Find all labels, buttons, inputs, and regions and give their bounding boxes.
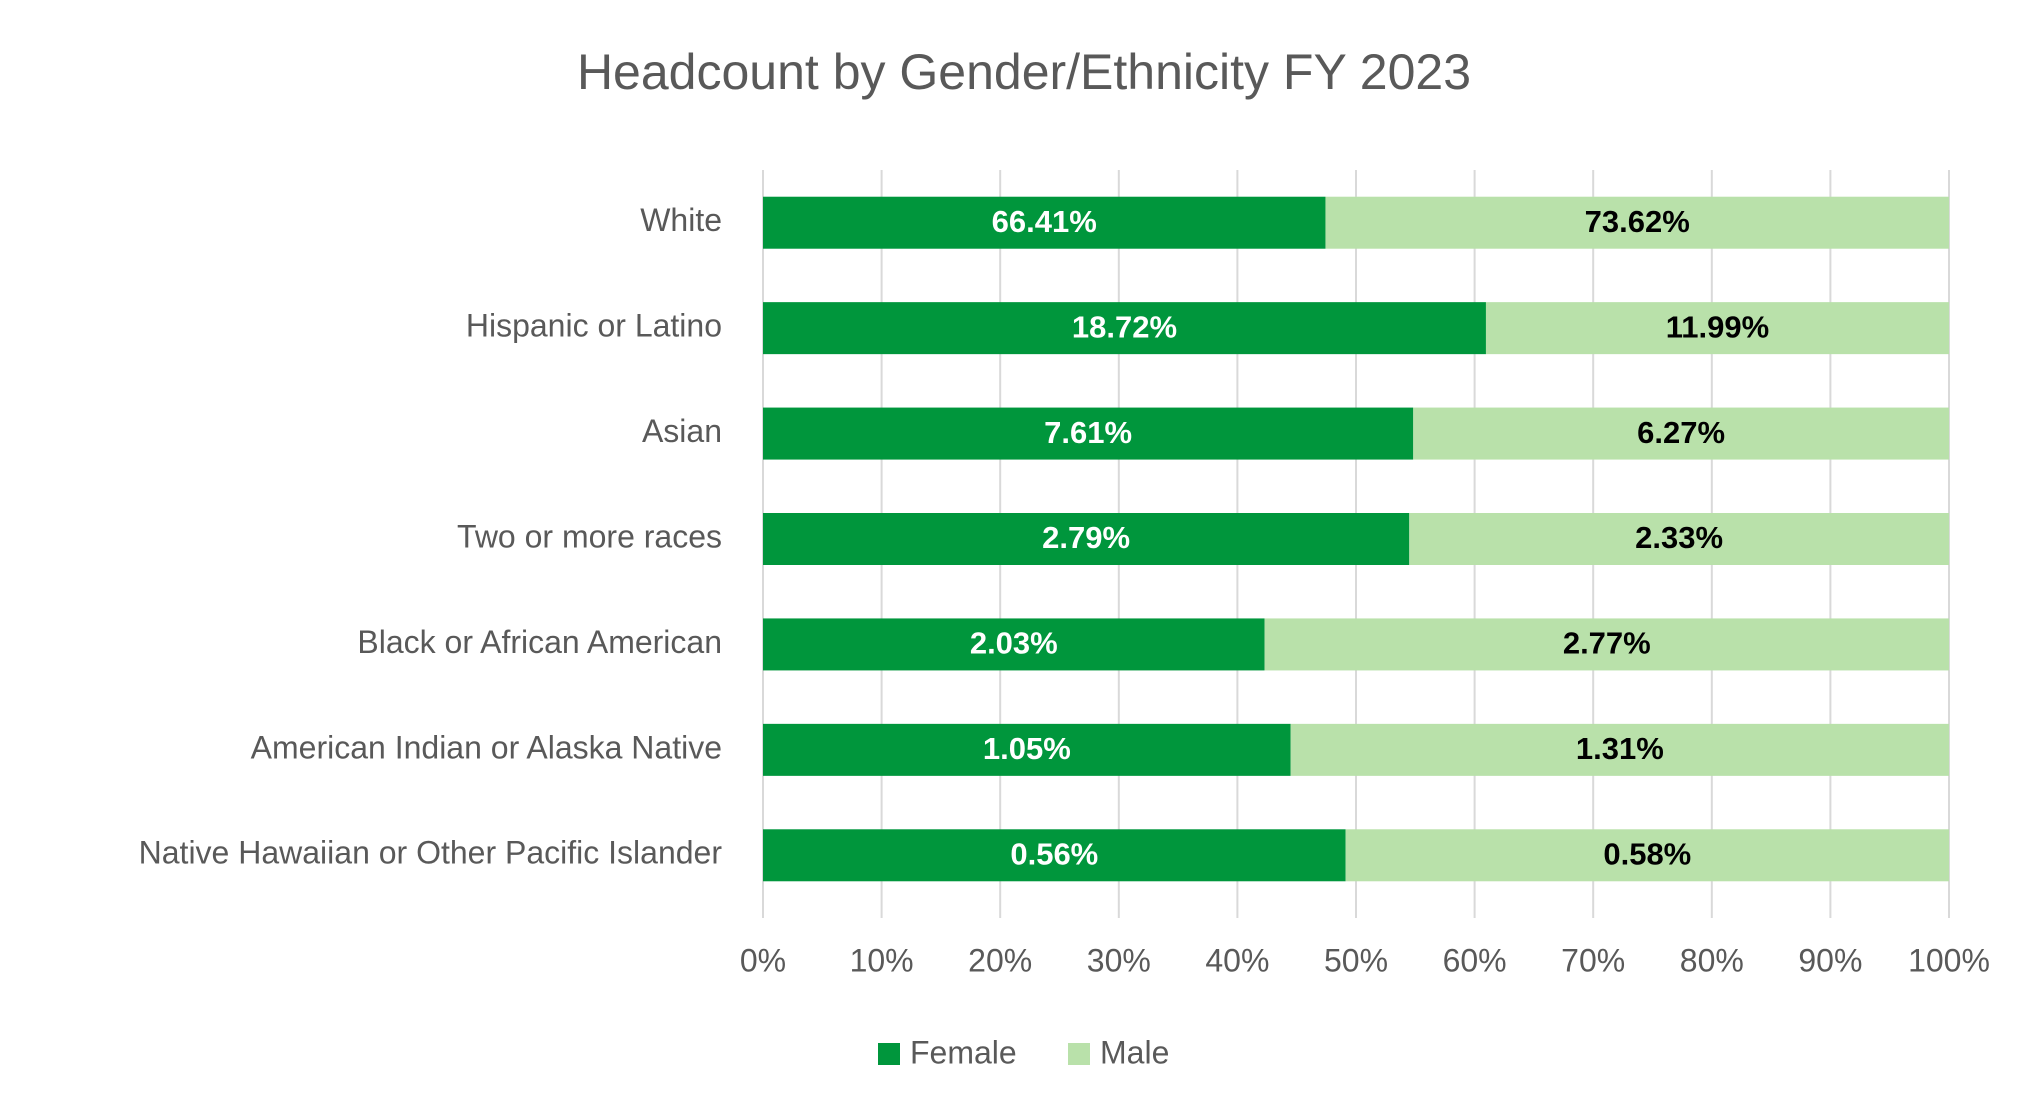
bar-segment xyxy=(1290,723,1949,776)
bar-segment xyxy=(763,302,1486,355)
bar-segment xyxy=(763,407,1414,460)
data-label: 7.61% xyxy=(1044,415,1132,450)
y-tick-label: Hispanic or Latino xyxy=(466,308,722,344)
x-tick-label: 20% xyxy=(968,942,1032,978)
data-label: 6.27% xyxy=(1637,415,1725,450)
x-tick-label: 40% xyxy=(1205,942,1269,978)
x-tick-label: 50% xyxy=(1324,942,1388,978)
data-label: 1.31% xyxy=(1576,731,1664,766)
data-label: 1.05% xyxy=(983,731,1071,766)
x-tick-label: 10% xyxy=(850,942,914,978)
bar-segment xyxy=(763,618,1265,671)
legend-label: Female xyxy=(910,1034,1017,1070)
data-label: 18.72% xyxy=(1072,309,1177,344)
bar-segment xyxy=(1345,829,1949,882)
legend-swatch xyxy=(1068,1043,1090,1065)
legend-label: Male xyxy=(1100,1034,1169,1070)
bar-segment xyxy=(763,196,1326,249)
x-tick-label: 90% xyxy=(1798,942,1862,978)
data-label: 2.77% xyxy=(1563,626,1651,661)
bar-segment xyxy=(1264,618,1949,671)
data-label: 0.56% xyxy=(1010,836,1098,871)
bar-segment xyxy=(1485,302,1949,355)
y-tick-label: Two or more races xyxy=(457,518,722,554)
bar-segment xyxy=(763,723,1291,776)
legend-swatch xyxy=(878,1043,900,1065)
x-tick-label: 30% xyxy=(1087,942,1151,978)
y-tick-label: Asian xyxy=(642,413,722,449)
data-label: 2.33% xyxy=(1635,520,1723,555)
data-label: 2.03% xyxy=(970,626,1058,661)
y-tick-label: Native Hawaiian or Other Pacific Islande… xyxy=(139,835,723,871)
data-label: 73.62% xyxy=(1585,204,1690,239)
data-label: 11.99% xyxy=(1666,309,1769,344)
x-tick-label: 80% xyxy=(1680,942,1744,978)
data-label: 0.58% xyxy=(1603,836,1691,871)
bar-segment xyxy=(763,829,1346,882)
x-tick-label: 100% xyxy=(1908,942,1990,978)
y-tick-label: Black or African American xyxy=(357,624,722,660)
bar-segment xyxy=(1409,513,1949,565)
data-label: 2.79% xyxy=(1042,520,1130,555)
bar-segment xyxy=(763,513,1410,565)
y-tick-label: American Indian or Alaska Native xyxy=(251,729,722,765)
data-label: 66.41% xyxy=(992,204,1097,239)
x-tick-label: 60% xyxy=(1443,942,1507,978)
chart-title: Headcount by Gender/Ethnicity FY 2023 xyxy=(577,44,1471,100)
x-tick-label: 0% xyxy=(740,942,786,978)
bar-segment xyxy=(1325,196,1949,249)
bar-segment xyxy=(1413,407,1949,460)
y-tick-label: White xyxy=(640,202,722,238)
x-tick-label: 70% xyxy=(1561,942,1625,978)
